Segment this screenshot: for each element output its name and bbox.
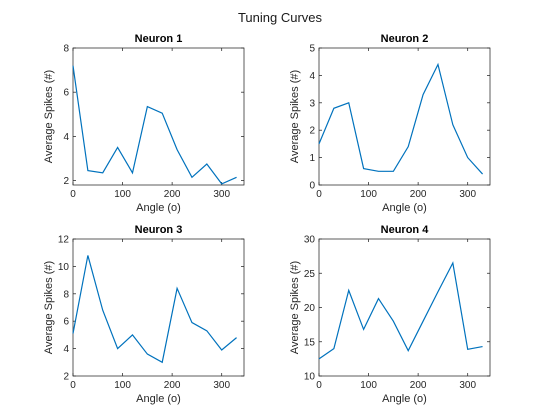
y-tick-label: 2 (63, 176, 69, 187)
series-line-1 (72, 65, 237, 185)
subplot-title: Neuron 3 (135, 224, 183, 236)
x-tick-label: 0 (316, 189, 322, 200)
x-tick-label: 200 (410, 380, 427, 391)
x-axis-label: Angle (o) (382, 393, 427, 405)
x-axis-label: Angle (o) (136, 202, 181, 214)
y-tick-label: 2 (63, 372, 69, 383)
axes-box (318, 47, 491, 186)
x-tick-label: 100 (114, 189, 131, 200)
x-axis-label: Angle (o) (136, 393, 181, 405)
x-tick-label: 100 (360, 380, 377, 391)
y-tick-label: 10 (304, 372, 316, 383)
axes-box (72, 238, 245, 377)
x-tick-label: 0 (70, 189, 76, 200)
subplot-2: 0 100 200 300 0 1 2 3 4 5 Neuron 2 Angle (o) Average… (289, 33, 491, 214)
x-tick-label: 0 (316, 380, 322, 391)
y-tick-label: 10 (58, 262, 70, 273)
y-tick-label: 1 (309, 153, 315, 164)
y-tick-label: 8 (63, 44, 69, 55)
y-axis-label: Average Spikes (#) (43, 70, 55, 163)
figure-title: Tuning Curves (237, 10, 323, 25)
y-axis-label: Average Spikes (#) (43, 261, 55, 354)
x-tick-label: 300 (459, 380, 476, 391)
subplot-title: Neuron 1 (135, 33, 183, 45)
y-tick-label: 6 (63, 88, 69, 99)
y-tick-label: 5 (309, 44, 315, 55)
subplot-title: Neuron 2 (381, 33, 429, 45)
x-tick-label: 200 (410, 189, 427, 200)
x-tick-label: 200 (164, 189, 181, 200)
y-tick-label: 8 (63, 289, 69, 300)
y-axis-label: Average Spikes (#) (289, 261, 301, 354)
subplot-title: Neuron 4 (381, 224, 430, 236)
y-tick-label: 20 (304, 303, 316, 314)
y-tick-label: 0 (309, 181, 315, 192)
subplot-3: 0 100 200 300 2 4 6 8 10 12 Neuron 3 Angle (o) Avera… (43, 224, 245, 405)
subplot-1: 0 100 200 300 2 4 6 8 Neuron 1 Angle (o) Average S… (43, 33, 245, 214)
x-tick-label: 300 (459, 189, 476, 200)
series-line-1 (318, 62, 484, 175)
axes-box (72, 47, 245, 186)
y-tick-label: 4 (63, 344, 69, 355)
y-tick-label: 4 (63, 132, 69, 143)
x-axis-label: Angle (o) (382, 202, 427, 214)
series-line-1 (318, 261, 483, 360)
x-tick-label: 100 (360, 189, 377, 200)
x-tick-label: 100 (114, 380, 131, 391)
x-tick-label: 0 (70, 380, 76, 391)
series-line-1 (72, 255, 237, 364)
y-tick-label: 12 (58, 235, 70, 246)
y-tick-label: 30 (304, 235, 316, 246)
y-tick-label: 15 (304, 337, 316, 348)
y-tick-label: 2 (309, 126, 315, 137)
y-tick-label: 4 (309, 71, 315, 82)
x-tick-label: 300 (213, 189, 230, 200)
y-tick-label: 25 (304, 269, 316, 280)
subplot-4: 0 100 200 300 10 15 20 25 30 Neuron 4 Angle (o) Ave… (289, 224, 491, 405)
y-axis-label: Average Spikes (#) (289, 70, 301, 163)
axes-box (318, 238, 491, 377)
y-tick-label: 6 (63, 317, 69, 328)
y-tick-label: 3 (309, 98, 315, 109)
x-tick-label: 300 (213, 380, 230, 391)
x-tick-label: 200 (164, 380, 181, 391)
